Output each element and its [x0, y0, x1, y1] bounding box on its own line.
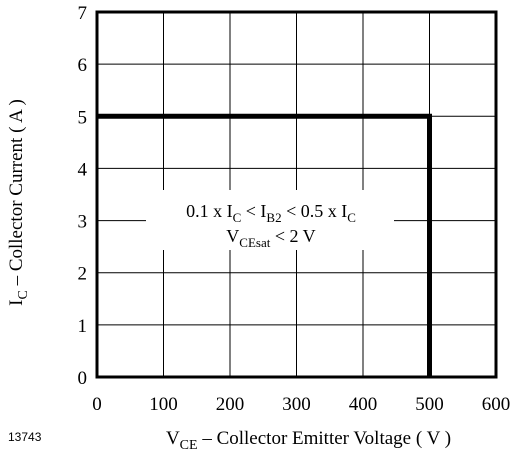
x-axis-label-rest: – Collector Emitter Voltage ( V ) [198, 428, 451, 449]
x-tick-label: 600 [482, 394, 511, 415]
y-axis-label-main: I [6, 300, 27, 306]
annotation-text: V [226, 226, 239, 246]
plot-frame [95, 10, 498, 379]
y-tick-label: 5 [78, 107, 88, 128]
annotation-background [146, 190, 394, 250]
annotation-subscript: C [233, 210, 242, 225]
y-axis-label: IC – Collector Current ( A ) [6, 99, 31, 306]
y-axis-label-subscript: C [16, 290, 31, 299]
annotation-subscript: B2 [266, 210, 281, 225]
annotation-text: < 0.5 x I [282, 201, 348, 221]
x-tick-label: 300 [282, 394, 311, 415]
y-axis-label-rest: – Collector Current ( A ) [6, 99, 27, 290]
x-tick-labels: 0 100 200 300 400 500 600 [92, 394, 510, 415]
x-axis-label: VCE – Collector Emitter Voltage ( V ) [166, 428, 451, 453]
annotation-text: < I [241, 201, 266, 221]
y-tick-label: 3 [78, 212, 88, 233]
y-tick-label: 1 [78, 316, 88, 337]
x-tick-label: 100 [149, 394, 178, 415]
annotation-line-2: VCEsat < 2 V [226, 226, 315, 250]
x-tick-label: 0 [92, 394, 102, 415]
annotation-text: 0.1 x I [186, 201, 233, 221]
series-group [97, 113, 432, 377]
y-tick-label: 6 [78, 55, 88, 76]
annotation-line-1: 0.1 x IC < IB2 < 0.5 x IC [186, 201, 356, 225]
annotation-subscript: CEsat [239, 235, 270, 250]
annotation-subscript: C [347, 210, 356, 225]
x-tick-label: 500 [415, 394, 444, 415]
figure-id: 13743 [8, 430, 42, 444]
y-tick-label: 2 [78, 264, 88, 285]
annotation-text: < 2 V [270, 226, 315, 246]
y-tick-label: 7 [78, 3, 88, 24]
series-line [97, 113, 432, 377]
y-tick-label: 0 [78, 368, 88, 389]
x-axis-label-main: V [166, 428, 180, 449]
x-axis-label-subscript: CE [180, 438, 198, 453]
x-tick-label: 400 [349, 394, 378, 415]
x-tick-label: 200 [216, 394, 245, 415]
y-tick-label: 4 [78, 159, 88, 180]
y-tick-labels: 0 1 2 3 4 5 6 7 [78, 3, 88, 389]
